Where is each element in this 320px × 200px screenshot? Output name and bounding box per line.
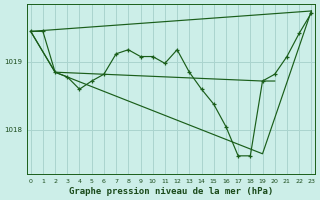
X-axis label: Graphe pression niveau de la mer (hPa): Graphe pression niveau de la mer (hPa) xyxy=(69,187,273,196)
